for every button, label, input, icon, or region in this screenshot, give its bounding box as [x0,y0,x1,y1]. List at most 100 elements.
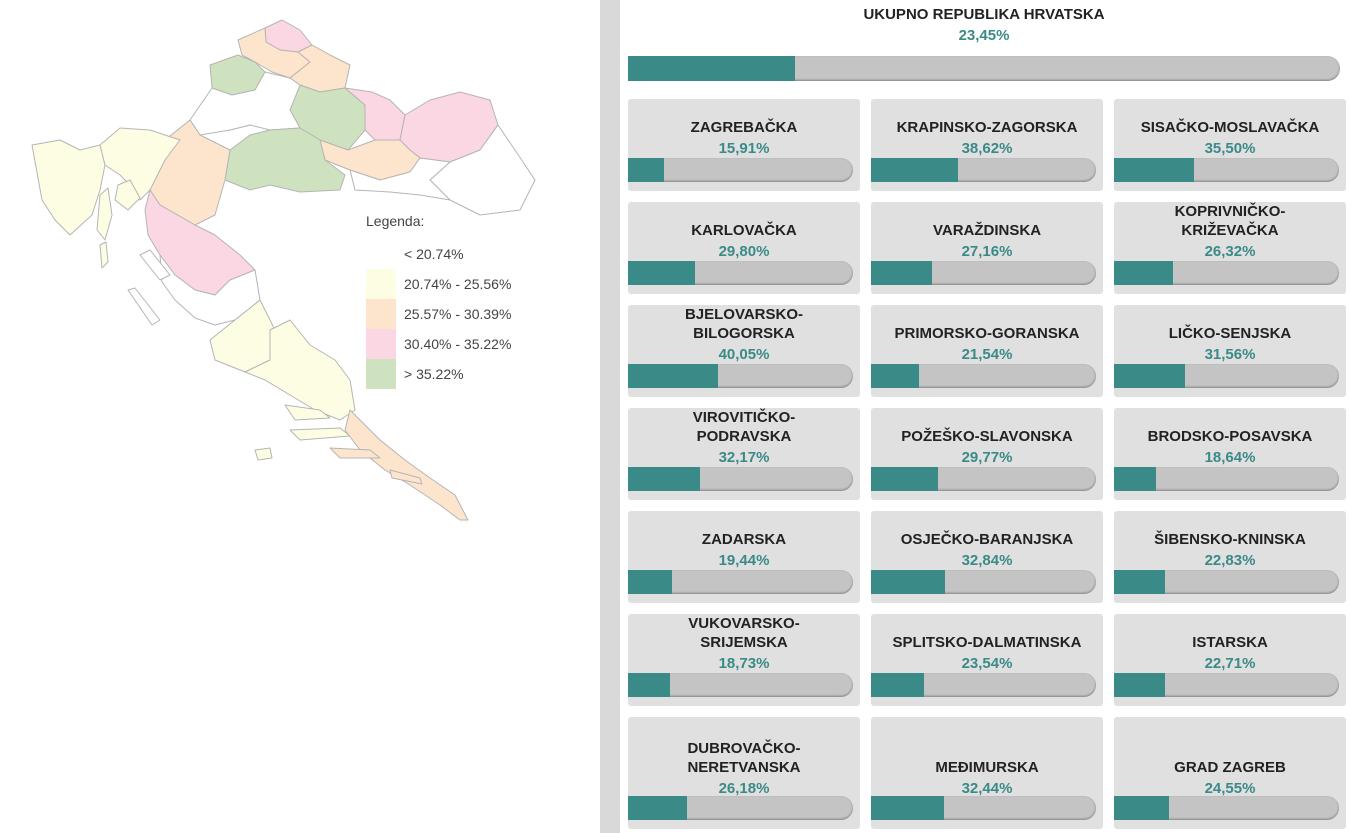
region-sisacko-moslavacka[interactable] [224,127,346,193]
legend-label: > 35.22% [404,366,464,382]
county-card[interactable]: OSJEČKO-BARANJSKA 32,84% [871,511,1103,603]
county-progress-bar [871,158,1096,182]
county-card[interactable]: VUKOVARSKO-SRIJEMSKA 18,73% [628,614,860,706]
county-value: 21,54% [961,346,1013,363]
island-korcula [329,447,381,459]
island-pag [139,249,171,281]
county-progress-fill [871,570,945,594]
county-progress-bar [628,364,853,388]
county-progress-bar [628,570,853,594]
county-name: VARAŽDINSKA [932,222,1042,239]
county-name: ŠIBENSKO-KNINSKA [1154,531,1306,548]
map-legend: Legenda: < 20.74% 20.74% - 25.56% 25.57%… [366,213,511,389]
county-name: KOPRIVNIČKO-KRIŽEVAČKA [1174,203,1286,239]
county-value: 27,16% [961,243,1013,260]
county-progress-bar [871,673,1096,697]
county-progress-bar [1114,261,1339,285]
county-progress-bar [628,467,853,491]
county-value: 29,80% [718,243,770,260]
county-progress-fill [871,673,924,697]
legend-swatch [366,239,396,269]
county-card[interactable]: LIČKO-SENJSKA 31,56% [1114,305,1346,397]
county-name: MEĐIMURSKA [935,759,1039,776]
county-card[interactable]: SPLITSKO-DALMATINSKA 23,54% [871,614,1103,706]
county-name: ZAGREBAČKA [690,119,798,136]
island-cres [96,187,113,241]
county-value: 32,84% [961,552,1013,569]
county-name: BRODSKO-POSAVSKA [1147,428,1313,445]
county-progress-fill [628,364,719,388]
legend-swatch [366,329,396,359]
island-losinj [99,241,109,269]
county-name: GRAD ZAGREB [1174,759,1286,776]
county-progress-fill [871,796,944,820]
county-card[interactable]: ZAGREBAČKA 15,91% [628,99,860,191]
panel-divider [600,0,620,833]
county-card[interactable]: VARAŽDINSKA 27,16% [871,202,1103,294]
region-dubrovacko-neretvanska[interactable] [344,409,469,521]
county-card[interactable]: POŽEŠKO-SLAVONSKA 29,77% [871,408,1103,500]
county-name: ZADARSKA [701,531,787,548]
legend-item: 25.57% - 30.39% [366,299,511,329]
county-progress-fill [871,364,920,388]
legend-item: > 35.22% [366,359,511,389]
county-card[interactable]: DUBROVAČKO-NERETVANSKA 26,18% [628,717,860,829]
county-progress-fill [628,467,701,491]
county-progress-fill [1114,796,1170,820]
county-value: 18,73% [718,655,770,672]
county-progress-fill [1114,261,1174,285]
county-card[interactable]: ŠIBENSKO-KNINSKA 22,83% [1114,511,1346,603]
legend-title: Legenda: [366,213,425,229]
county-progress-fill [628,570,672,594]
county-progress-bar [628,158,853,182]
region-istarska[interactable] [31,139,106,236]
total-progress-bar [628,56,1340,81]
county-name: KARLOVAČKA [691,222,797,239]
county-value: 38,62% [961,140,1013,157]
county-value: 35,50% [1204,140,1256,157]
county-card[interactable]: KARLOVAČKA 29,80% [628,202,860,294]
island-krk [114,179,141,211]
county-progress-bar [628,673,853,697]
county-progress-bar [1114,467,1339,491]
county-progress-fill [628,261,696,285]
county-progress-bar [1114,364,1339,388]
county-value: 32,44% [961,780,1013,797]
county-name: LIČKO-SENJSKA [1168,325,1292,342]
county-name: OSJEČKO-BARANJSKA [900,531,1074,548]
region-splitsko-dalmatinska[interactable] [244,319,356,421]
county-card[interactable]: GRAD ZAGREB 24,55% [1114,717,1346,829]
region-brodsko-posavska[interactable] [349,157,451,201]
legend-item: < 20.74% [366,239,511,269]
county-value: 22,83% [1204,552,1256,569]
county-value: 31,56% [1204,346,1256,363]
county-value: 24,55% [1204,780,1256,797]
county-card[interactable]: KRAPINSKO-ZAGORSKA 38,62% [871,99,1103,191]
county-value: 26,18% [718,780,770,797]
county-card[interactable]: SISAČKO-MOSLAVAČKA 35,50% [1114,99,1346,191]
county-value: 32,17% [718,449,770,466]
island-hvar [289,427,351,441]
county-card[interactable]: PRIMORSKO-GORANSKA 21,54% [871,305,1103,397]
county-progress-bar [871,364,1096,388]
county-name: KRAPINSKO-ZAGORSKA [896,119,1078,136]
county-card[interactable]: BRODSKO-POSAVSKA 18,64% [1114,408,1346,500]
legend-label: < 20.74% [404,246,464,262]
county-value: 26,32% [1204,243,1256,260]
county-card[interactable]: MEĐIMURSKA 32,44% [871,717,1103,829]
total-title: UKUPNO REPUBLIKA HRVATSKA [863,6,1105,23]
total-progress-fill [628,56,795,81]
legend-item: 20.74% - 25.56% [366,269,511,299]
county-card[interactable]: ZADARSKA 19,44% [628,511,860,603]
county-card[interactable]: ISTARSKA 22,71% [1114,614,1346,706]
county-value: 18,64% [1204,449,1256,466]
region-zagrebacka[interactable] [189,71,301,136]
county-card[interactable]: BJELOVARSKO-BILOGORSKA 40,05% [628,305,860,397]
county-card[interactable]: KOPRIVNIČKO-KRIŽEVAČKA 26,32% [1114,202,1346,294]
county-name: SISAČKO-MOSLAVAČKA [1140,119,1320,136]
county-card[interactable]: VIROVITIČKO-PODRAVSKA 32,17% [628,408,860,500]
legend-item: 30.40% - 35.22% [366,329,511,359]
county-name: BJELOVARSKO-BILOGORSKA [684,306,804,342]
legend-swatch [366,359,396,389]
county-progress-bar [1114,158,1339,182]
